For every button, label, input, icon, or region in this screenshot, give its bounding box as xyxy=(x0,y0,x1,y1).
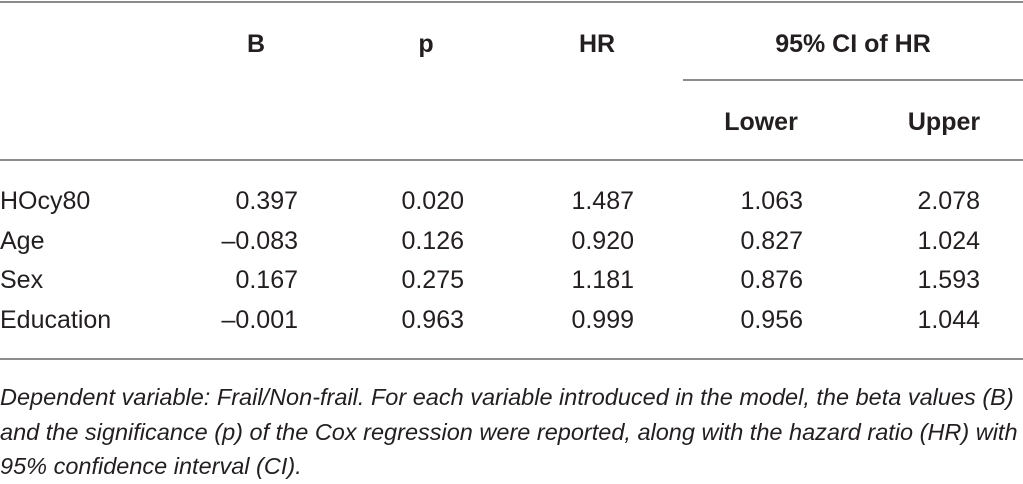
cell-upper: 1.044 xyxy=(917,306,980,334)
header-upper: Upper xyxy=(907,108,981,136)
row-label: Sex xyxy=(0,266,44,294)
table-bottom-rule xyxy=(0,358,1023,360)
header-bottom-rule xyxy=(0,159,1023,161)
cell-hr: 0.999 xyxy=(571,306,634,334)
cell-upper: 1.593 xyxy=(917,266,980,294)
cell-p: 0.126 xyxy=(401,227,464,255)
cell-b: –0.001 xyxy=(221,306,298,334)
ci-subheader-rule xyxy=(683,79,1023,81)
row-label: HOcy80 xyxy=(0,187,91,215)
row-label: Age xyxy=(0,227,45,255)
cell-lower: 0.876 xyxy=(740,266,803,294)
cell-upper: 1.024 xyxy=(917,227,980,255)
cell-hr: 0.920 xyxy=(571,227,634,255)
cell-p: 0.275 xyxy=(401,266,464,294)
table-footnote: Dependent variable: Frail/Non-frail. For… xyxy=(0,384,1018,479)
cell-hr: 1.487 xyxy=(571,187,634,215)
cell-lower: 0.956 xyxy=(740,306,803,334)
cell-lower: 1.063 xyxy=(740,187,803,215)
header-b: B xyxy=(246,30,266,58)
row-label: Education xyxy=(0,306,112,334)
cell-p: 0.020 xyxy=(401,187,464,215)
cell-b: –0.083 xyxy=(221,227,298,255)
cell-lower: 0.827 xyxy=(740,227,803,255)
cell-hr: 1.181 xyxy=(571,266,634,294)
cell-b: 0.167 xyxy=(235,266,298,294)
cell-b: 0.397 xyxy=(235,187,298,215)
cell-p: 0.963 xyxy=(401,306,464,334)
header-ci: 95% CI of HR xyxy=(775,30,931,58)
cell-upper: 2.078 xyxy=(917,187,980,215)
header-hr: HR xyxy=(578,30,616,58)
header-p: p xyxy=(418,30,434,58)
table-top-rule xyxy=(0,1,1023,3)
header-lower: Lower xyxy=(724,108,798,136)
